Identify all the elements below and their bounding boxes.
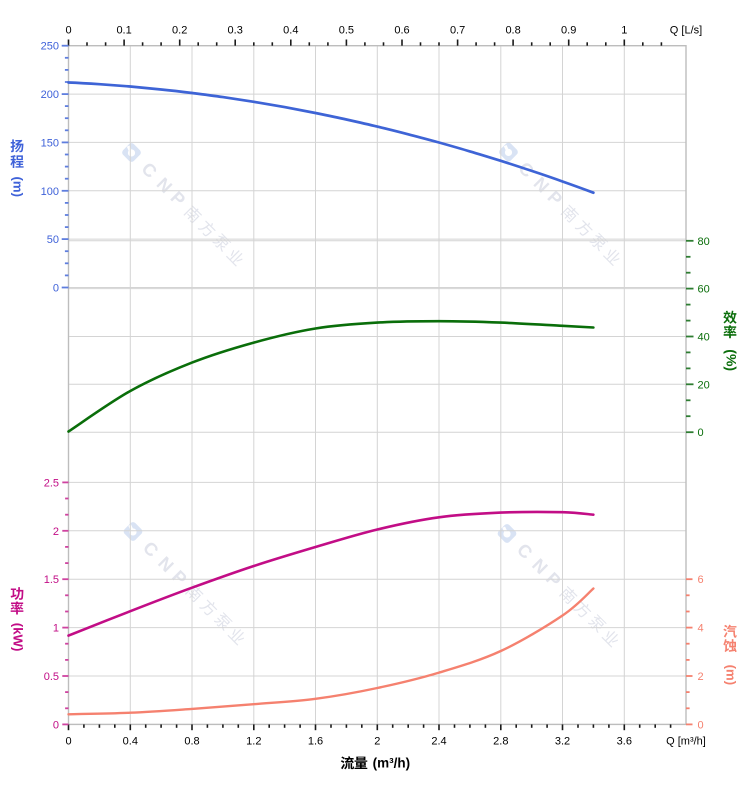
svg-text:1.6: 1.6 (308, 735, 323, 747)
svg-text:0.5: 0.5 (44, 671, 59, 683)
svg-text:0: 0 (53, 283, 59, 295)
svg-text:0.8: 0.8 (184, 735, 199, 747)
svg-text:0: 0 (698, 719, 704, 731)
svg-text:4: 4 (698, 623, 704, 635)
svg-text:0.2: 0.2 (172, 24, 187, 36)
svg-text:3.2: 3.2 (555, 735, 570, 747)
svg-text:(m): (m) (11, 177, 26, 198)
svg-text:(kW): (kW) (11, 623, 26, 652)
svg-text:2.5: 2.5 (44, 477, 59, 489)
svg-text:1.2: 1.2 (246, 735, 261, 747)
svg-text:0.9: 0.9 (561, 24, 576, 36)
svg-text:0.7: 0.7 (450, 24, 465, 36)
svg-text:0.5: 0.5 (339, 24, 354, 36)
svg-text:0.1: 0.1 (116, 24, 131, 36)
svg-text:0.8: 0.8 (505, 24, 520, 36)
svg-text:100: 100 (41, 186, 59, 198)
svg-text:6: 6 (698, 574, 704, 586)
svg-text:1.5: 1.5 (44, 574, 59, 586)
svg-text:0: 0 (53, 719, 59, 731)
svg-text:0.4: 0.4 (123, 735, 138, 747)
svg-text:(m): (m) (724, 665, 739, 686)
svg-text:20: 20 (698, 379, 710, 391)
svg-text:50: 50 (47, 234, 59, 246)
svg-text:60: 60 (698, 284, 710, 296)
svg-text:(m³/h): (m³/h) (373, 756, 411, 771)
svg-text:200: 200 (41, 89, 59, 101)
svg-text:40: 40 (698, 332, 710, 344)
svg-text:0: 0 (65, 735, 71, 747)
svg-text:1: 1 (53, 623, 59, 635)
svg-text:0: 0 (698, 427, 704, 439)
svg-text:2.4: 2.4 (431, 735, 446, 747)
svg-text:2.8: 2.8 (493, 735, 508, 747)
svg-text:0.4: 0.4 (283, 24, 298, 36)
svg-text:250: 250 (41, 41, 59, 53)
svg-text:2: 2 (374, 735, 380, 747)
svg-text:80: 80 (698, 236, 710, 248)
svg-text:2: 2 (698, 671, 704, 683)
svg-text:150: 150 (41, 137, 59, 149)
svg-text:0.6: 0.6 (394, 24, 409, 36)
svg-text:3.6: 3.6 (617, 735, 632, 747)
svg-text:Q [L/s]: Q [L/s] (670, 24, 702, 36)
svg-text:0.3: 0.3 (228, 24, 243, 36)
svg-text:(%): (%) (724, 349, 740, 371)
svg-text:Q [m³/h]: Q [m³/h] (666, 735, 706, 747)
svg-text:2: 2 (53, 526, 59, 538)
svg-text:1: 1 (621, 24, 627, 36)
svg-text:0: 0 (65, 24, 71, 36)
